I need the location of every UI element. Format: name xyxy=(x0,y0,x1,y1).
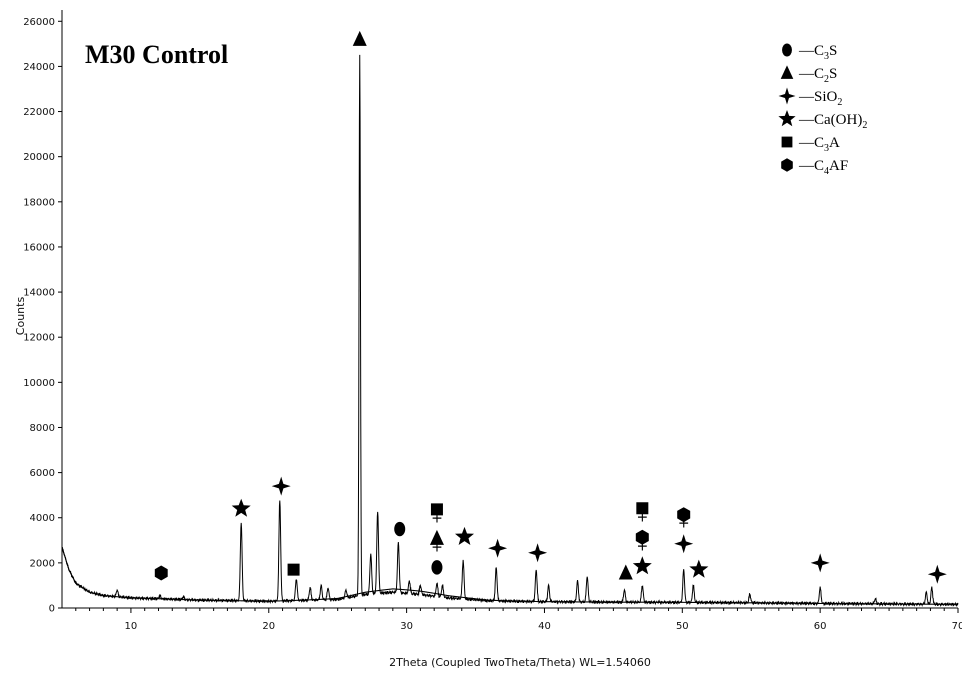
y-axis-title: Counts xyxy=(14,297,27,336)
legend-item: —SiO2 xyxy=(778,87,842,108)
square-marker-icon xyxy=(430,503,443,516)
plus-sign: + xyxy=(636,538,648,554)
y-tick-label: 6000 xyxy=(30,468,55,479)
y-tick-label: 20000 xyxy=(23,152,55,163)
y-tick-label: 18000 xyxy=(23,197,55,208)
phase-annotation xyxy=(287,563,300,576)
plus-sign: + xyxy=(431,510,443,526)
phase-markers: ++++ + xyxy=(154,30,947,584)
star-marker-icon xyxy=(231,498,251,517)
plus-sign: + xyxy=(678,516,690,532)
x-axis-title: 2Theta (Coupled TwoTheta/Theta) WL=1.540… xyxy=(389,656,651,669)
hexagon-marker-icon xyxy=(677,507,691,523)
legend-item: —C4AF xyxy=(781,158,848,177)
legend-label: —C4AF xyxy=(798,158,848,177)
x-tick-label: 30 xyxy=(400,621,413,632)
phase-annotation: ++ xyxy=(632,502,652,575)
sparkle-marker-icon xyxy=(488,538,508,558)
hexagon-marker-icon xyxy=(781,158,793,172)
x-tick-label: 20 xyxy=(262,621,275,632)
y-tick-label: 16000 xyxy=(23,242,55,253)
triangle-marker-icon xyxy=(780,65,794,79)
square-marker-icon xyxy=(287,563,300,576)
legend-item: —C3A xyxy=(781,135,840,154)
hexagon-marker-icon xyxy=(154,565,168,581)
phase-annotation xyxy=(689,559,709,578)
x-tick-label: 50 xyxy=(676,621,689,632)
legend-item: —C2S xyxy=(780,65,837,85)
star-marker-icon xyxy=(455,526,474,545)
pattern-line xyxy=(61,54,959,608)
legend-label: —C2S xyxy=(798,66,837,85)
phase-annotation: + xyxy=(674,507,694,554)
triangle-marker-icon xyxy=(618,564,633,580)
phase-annotation xyxy=(810,553,830,573)
sparkle-marker-icon xyxy=(528,543,548,563)
y-tick-label: 26000 xyxy=(23,17,55,28)
background-curve xyxy=(61,546,958,605)
circle-marker-icon xyxy=(782,43,792,57)
phase-annotation xyxy=(618,564,633,580)
legend-item: —C3S xyxy=(782,43,837,62)
y-tick-label: 24000 xyxy=(23,62,55,73)
phase-annotation xyxy=(927,564,947,584)
phase-annotation xyxy=(352,30,367,46)
phase-annotation: ++ xyxy=(429,503,444,575)
triangle-marker-icon xyxy=(429,529,444,545)
plus-sign: + xyxy=(431,539,443,555)
sparkle-marker-icon xyxy=(778,87,796,105)
sparkle-marker-icon xyxy=(674,534,694,554)
y-tick-label: 12000 xyxy=(23,333,55,344)
hexagon-marker-icon xyxy=(635,529,649,545)
sparkle-marker-icon xyxy=(810,553,830,573)
sparkle-marker-icon xyxy=(927,564,947,584)
x-tick-label: 60 xyxy=(814,621,827,632)
y-tick-label: 22000 xyxy=(23,107,55,118)
circle-marker-icon xyxy=(394,521,406,537)
x-tick-label: 70 xyxy=(952,621,962,632)
triangle-marker-icon xyxy=(352,30,367,46)
star-marker-icon xyxy=(689,559,709,578)
plus-sign: + xyxy=(636,509,648,525)
x-tick-label: 10 xyxy=(125,621,138,632)
phase-annotation xyxy=(271,476,291,496)
legend-item: —Ca(OH)2 xyxy=(778,110,867,131)
phase-annotation xyxy=(394,521,406,537)
y-tick-label: 2000 xyxy=(30,558,55,569)
y-tick-label: 10000 xyxy=(23,378,55,389)
star-marker-icon xyxy=(778,110,796,127)
star-marker-icon xyxy=(632,556,652,575)
phase-annotation xyxy=(154,565,168,581)
y-tick-label: 8000 xyxy=(30,423,55,434)
phase-annotation xyxy=(528,543,548,563)
square-marker-icon xyxy=(781,136,793,148)
legend-label: —C3S xyxy=(798,43,837,62)
legend: —C3S —C2S —SiO2 —Ca(OH)2 —C3A —C4AF xyxy=(778,43,867,177)
sparkle-marker-icon xyxy=(271,476,291,496)
x-tick-label: 40 xyxy=(538,621,551,632)
axes: 10 20 30 40 50 60 70 0 2000 4000 6000 8000 10000 1200… xyxy=(23,10,962,632)
square-marker-icon xyxy=(636,502,649,515)
chart-title: M30 Control xyxy=(85,40,228,69)
legend-label: —C3A xyxy=(798,135,840,154)
diffraction-curve xyxy=(61,54,959,608)
legend-label: —SiO2 xyxy=(798,89,842,108)
legend-label: —Ca(OH)2 xyxy=(798,112,867,131)
phase-annotation xyxy=(488,538,508,558)
circle-marker-icon xyxy=(431,560,443,575)
y-tick-label: 4000 xyxy=(30,513,55,524)
phase-annotation xyxy=(455,526,474,545)
y-tick-label: 14000 xyxy=(23,288,55,299)
y-tick-label: 0 xyxy=(49,604,55,615)
phase-annotation xyxy=(231,498,251,517)
